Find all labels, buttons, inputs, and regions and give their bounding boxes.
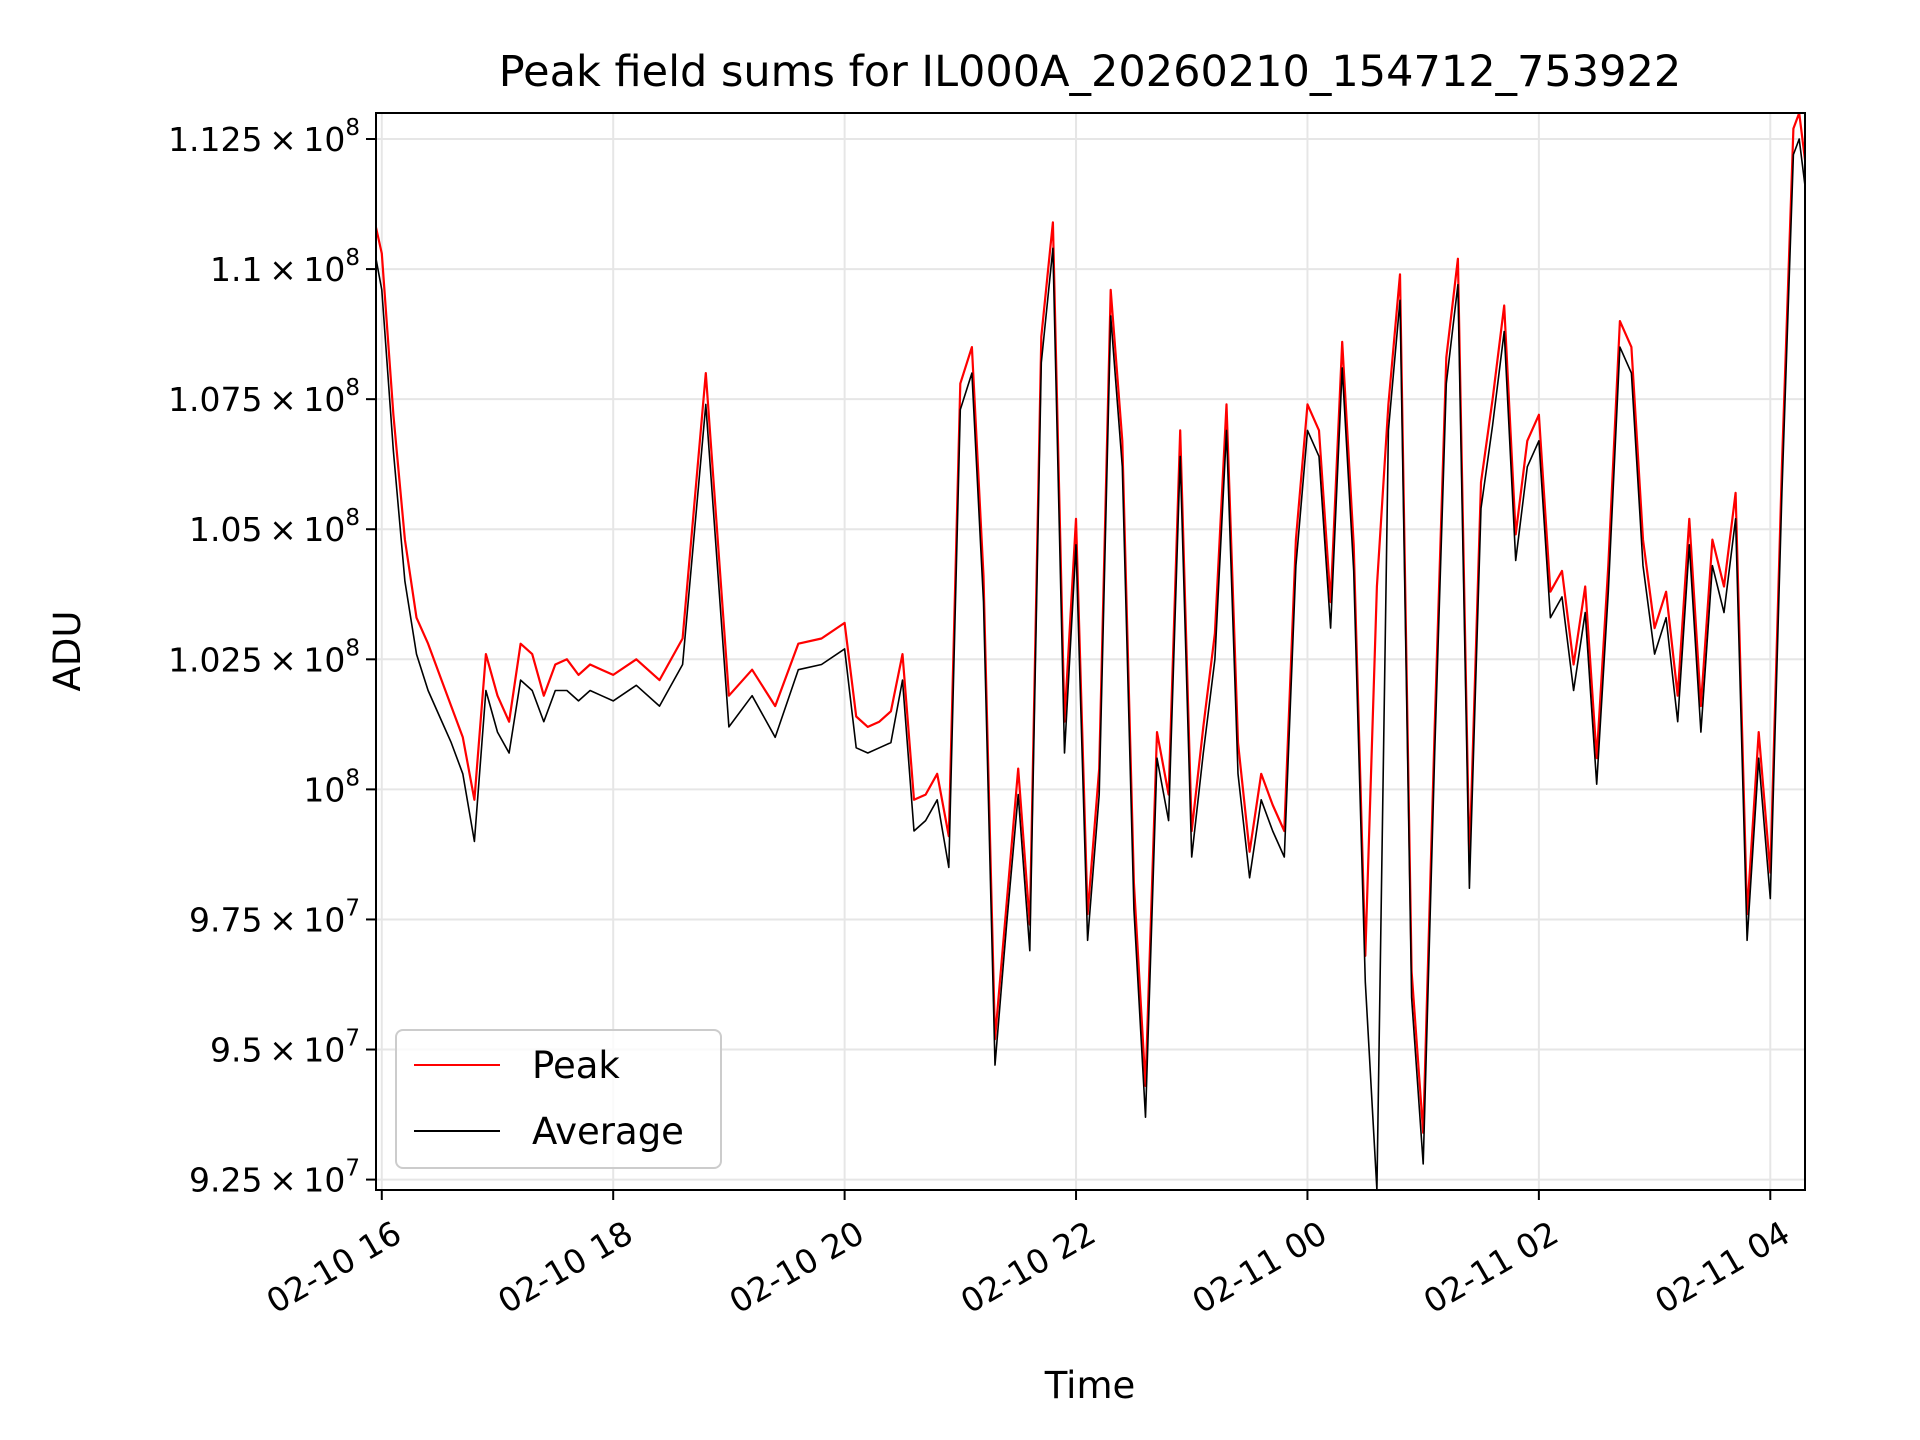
y-tick-label: 1.025 × 108	[168, 635, 360, 679]
y-tick-label: 9.25 × 107	[189, 1156, 360, 1200]
y-tick-label: 9.75 × 107	[189, 895, 360, 939]
y-tick-label: 1.1 × 108	[210, 245, 360, 289]
series-layer	[376, 113, 1805, 1190]
y-tick-label: 108	[303, 765, 360, 809]
plot-frame	[375, 112, 1806, 1191]
y-tick-label: 9.5 × 107	[210, 1026, 360, 1070]
y-axis-ticks: 9.25 × 107 9.5 × 107 9.75 × 107 108 1.025 × …	[168, 115, 376, 1200]
y-tick-label: 1.05 × 108	[189, 505, 360, 549]
y-tick-label: 1.125 × 108	[168, 115, 360, 159]
x-axis-label: Time	[1044, 1364, 1136, 1407]
y-tick-label: 1.075 × 108	[168, 375, 360, 419]
legend-average-label: Average	[532, 1110, 684, 1153]
series-line-average	[376, 138, 1805, 1190]
legend: Peak Average	[395, 1029, 722, 1169]
y-axis-label: ADU	[46, 611, 89, 692]
chart-title: Peak field sums for IL000A_20260210_1547…	[499, 47, 1681, 97]
legend-peak-label: Peak	[532, 1044, 620, 1087]
grid	[376, 113, 1805, 1190]
